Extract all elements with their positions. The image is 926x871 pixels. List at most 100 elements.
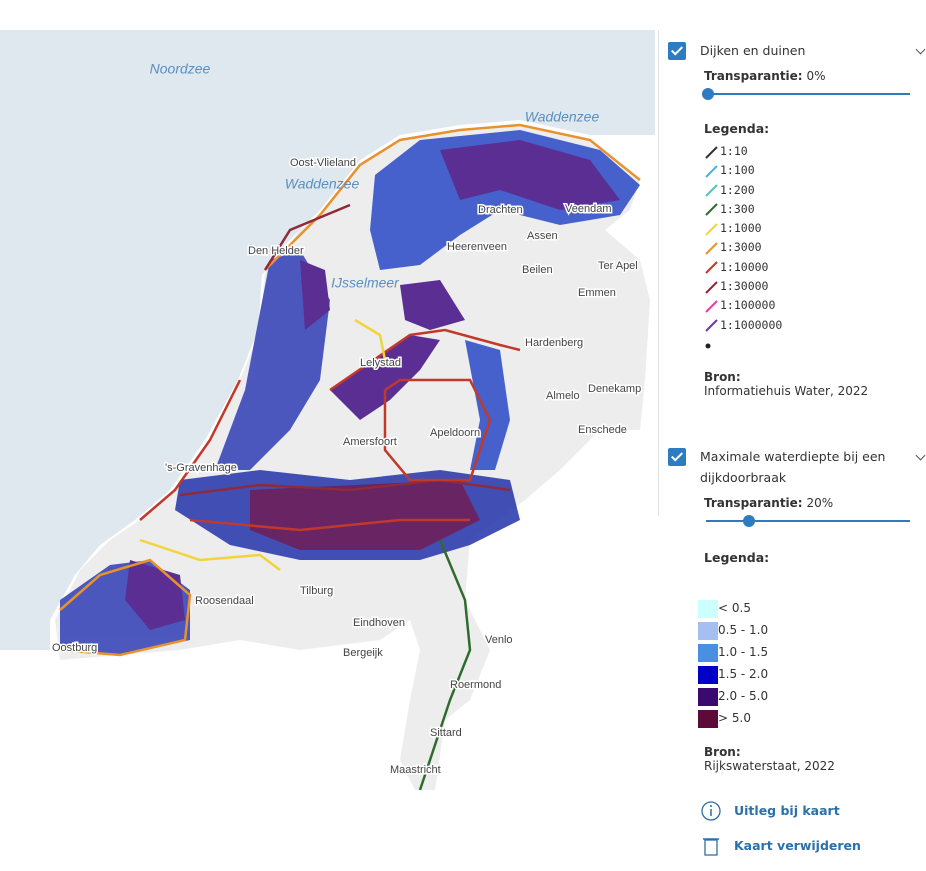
legend-label: > 5.0 [718,711,751,725]
legend-item: 1:1000 [704,219,926,238]
legend-item: < 0.5 [698,597,926,619]
info-icon [701,801,721,821]
place-label: Tilburg [300,585,333,597]
legend-label: 1:1000000 [720,317,783,332]
water-label: IJsselmeer [331,275,400,291]
source-title: Bron: [704,745,741,759]
legend-label: 1:1000 [720,221,762,236]
legend-label: 1:200 [720,182,755,197]
place-label: Bergeijk [343,647,383,659]
legend-swatch [705,165,718,178]
legend-item: 1.0 - 1.5 [698,641,926,663]
legend-swatch [705,222,718,236]
place-label: Enschede [578,424,627,436]
legend-swatch [698,599,718,618]
expand-chevron[interactable] [915,450,926,461]
legend-label: 1:10000 [720,259,769,274]
place-label: Assen [527,230,558,242]
place-label: Roermond [450,679,501,691]
land [55,125,650,790]
layer-title: Dijken en duinen [700,43,806,58]
legend-line [705,203,718,217]
transparency-title: Transparantie: [704,496,803,510]
expand-chevron[interactable] [915,44,926,55]
legend-title: Legenda: [704,550,770,565]
legend-swatch [705,203,718,217]
checkbox[interactable] [668,42,686,60]
link[interactable]: Kaart verwijderen [658,836,926,871]
transparency-value: 20% [806,496,834,510]
legend-line [705,261,718,274]
legend-item: 1:10 [704,142,926,161]
transparency-title: Transparantie: [704,69,803,83]
legend-item [704,335,926,354]
legend-line [705,222,718,236]
link-text: Uitleg bij kaart [734,803,840,818]
legend-swatch [705,343,711,349]
slider-track [706,515,910,527]
place-label: Almelo [546,390,580,402]
legend-label: 1:300 [720,201,755,216]
legend-label: 1:3000 [720,240,762,255]
dike-lines [59,123,641,791]
legend-label: 1.0 - 1.5 [718,645,769,659]
flood-areas [60,130,640,655]
legend-dot [705,343,711,349]
slider-thumb[interactable] [702,88,714,100]
transparency: Transparantie: 20% [704,496,926,510]
divider [658,30,659,516]
slider-thumb[interactable] [742,515,755,527]
legend-item: 0.5 - 1.0 [698,619,926,641]
legend-label: 1.5 - 2.0 [718,667,769,681]
place-label: Sittard [430,727,462,739]
place-label: 's-Gravenhage [165,462,237,474]
legend-label: 1:100 [720,163,755,178]
legend-swatch [705,184,718,197]
legend-label: 1:10 [720,144,748,158]
legend-title: Legenda: [704,121,770,136]
legend-line [705,145,718,159]
link-icon [703,838,719,856]
legend-line [705,280,718,294]
legend-item: 1:10000 [704,258,926,277]
legend-swatch [705,242,718,255]
legend-item: 1:100000 [704,296,926,315]
slider-track [702,88,910,100]
legend-item: 1:1000000 [704,316,926,335]
source: Rijkswaterstaat, 2022 [704,759,835,773]
legend-swatch [705,261,718,274]
water-label: Waddenzee [285,176,360,192]
legend-label: < 0.5 [718,601,751,615]
source-title: Bron: [704,370,741,385]
legend-label: 0.5 - 1.0 [718,623,769,637]
place-label: Hardenberg [525,337,583,349]
transparency-value: 0% [806,69,826,83]
legend-swatch [698,621,718,640]
source: Informatiehuis Water, 2022 [704,384,869,399]
place-label: Venlo [485,634,513,646]
legend-line [705,319,718,332]
place-label: Den Helder [248,245,304,257]
legend-line [705,184,718,197]
legend-label: 1:100000 [720,298,776,313]
transparency: Transparantie: 0% [704,69,926,83]
legend-swatch [705,300,718,313]
layer-title: Maximale waterdiepte bij een dijkdoorbra… [700,449,886,485]
checkbox[interactable] [668,448,686,466]
legend-swatch [698,643,718,662]
legend-line [705,165,718,178]
sea [0,30,655,650]
water-label: Waddenzee [525,109,600,125]
info-dot [710,805,712,807]
place-label: Beilen [522,264,553,276]
legend-swatch [698,665,718,684]
link-icon [701,801,721,821]
legend-swatch [705,319,718,332]
legend-line [705,300,718,313]
place-label: Veendam [565,203,611,215]
link[interactable]: Uitleg bij kaart [658,801,926,836]
place-label: Ter Apel [598,260,638,272]
legend-swatch [698,687,718,706]
place-label: Maastricht [390,764,441,776]
